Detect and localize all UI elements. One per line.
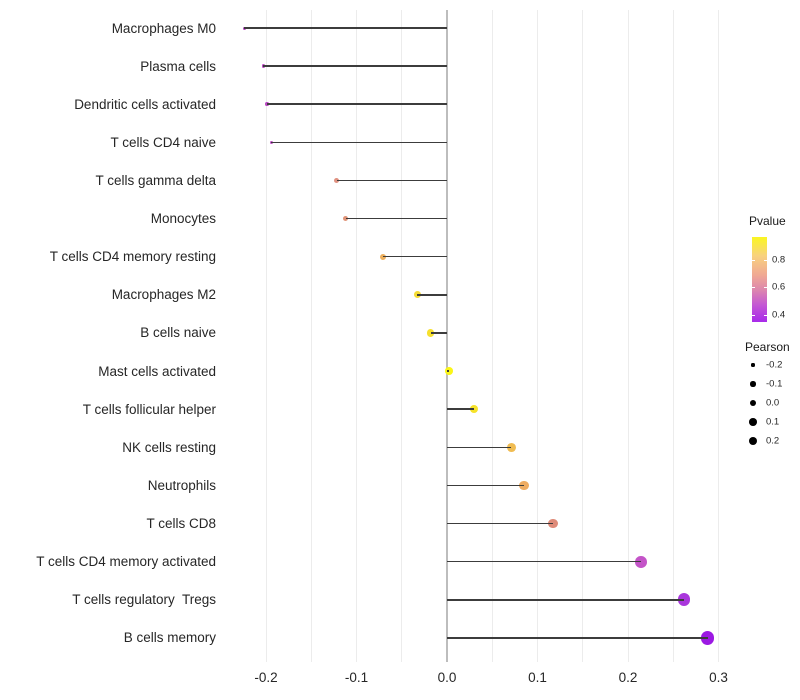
- lollipop-stem: [244, 27, 447, 29]
- pvalue-tick-label: 0.8: [772, 254, 786, 266]
- pearson-legend-label: 0.2: [766, 435, 780, 447]
- pvalue-colorbar-tick: [764, 314, 767, 316]
- x-tick-label: 0.0: [437, 670, 457, 685]
- pvalue-colorbar-tick: [752, 287, 755, 289]
- lollipop-point: [379, 253, 386, 260]
- pvalue-colorbar-tick: [752, 260, 755, 262]
- lollipop-point: [427, 329, 435, 337]
- lollipop-point: [547, 518, 558, 529]
- y-axis-label: Plasma cells: [140, 58, 216, 74]
- y-axis-label: T cells CD4 memory resting: [49, 249, 216, 265]
- gridline: [310, 10, 312, 662]
- lollipop-point: [701, 631, 715, 645]
- pearson-legend-dot: [751, 363, 755, 367]
- y-axis-label: T cells CD4 memory activated: [36, 554, 216, 570]
- y-axis-label: T cells follicular helper: [82, 401, 216, 417]
- lollipop-point: [445, 367, 453, 375]
- pvalue-colorbar-tick: [752, 314, 755, 316]
- pearson-legend-title: Pearson: [745, 340, 790, 354]
- y-axis-label: Dendritic cells activated: [74, 96, 216, 112]
- gridline: [718, 10, 719, 662]
- lollipop-stem: [447, 484, 524, 487]
- y-axis-label: Monocytes: [150, 211, 216, 227]
- lollipop-stem: [271, 141, 447, 144]
- x-tick-label: 0.1: [528, 670, 547, 685]
- gridline: [627, 10, 629, 662]
- pvalue-colorbar: [752, 237, 767, 322]
- pearson-legend-label: -0.1: [766, 378, 783, 390]
- y-axis-label: B cells memory: [123, 630, 216, 646]
- pearson-legend-dot: [749, 418, 757, 426]
- pvalue-tick-label: 0.6: [772, 281, 786, 293]
- lollipop-stem: [263, 65, 447, 67]
- lollipop-stem: [430, 332, 447, 334]
- gridline: [401, 10, 403, 662]
- zero-axis-line: [446, 10, 448, 662]
- lollipop-point: [677, 593, 691, 607]
- x-tick-label: -0.2: [254, 670, 278, 685]
- pearson-legend-label: 0.0: [766, 397, 780, 409]
- lollipop-point: [261, 64, 265, 68]
- lollipop-point: [470, 405, 479, 414]
- y-axis-label: T cells CD8: [146, 516, 216, 532]
- y-axis-label: T cells gamma delta: [95, 172, 216, 188]
- y-axis-label: B cells naive: [140, 325, 216, 341]
- y-axis-label: Macrophages M2: [111, 287, 216, 303]
- y-axis-label: Macrophages M0: [111, 20, 216, 36]
- lollipop-stem: [447, 408, 475, 410]
- lollipop-stem: [336, 179, 447, 182]
- pvalue-colorbar-tick: [764, 287, 767, 289]
- y-axis-label: T cells CD4 naive: [110, 134, 216, 150]
- x-tick-label: -0.1: [344, 670, 369, 685]
- lollipop-stem: [447, 637, 708, 639]
- gridline: [672, 10, 674, 662]
- lollipop-stem: [447, 522, 553, 525]
- gridline: [537, 10, 538, 662]
- lollipop-stem: [447, 446, 512, 449]
- pearson-legend-dot: [749, 399, 757, 407]
- lollipop-stem: [417, 294, 447, 296]
- lollipop-point: [634, 555, 647, 568]
- pvalue-legend-title: Pvalue: [749, 214, 786, 228]
- lollipop-stem: [345, 217, 447, 220]
- lollipop-stem: [382, 255, 447, 258]
- y-axis-label: Neutrophils: [147, 477, 216, 493]
- pearson-legend-label: -0.2: [766, 359, 783, 371]
- y-axis-label: T cells regulatory Tregs: [72, 592, 216, 608]
- gridline: [356, 10, 357, 662]
- x-tick-label: 0.3: [709, 670, 728, 685]
- pearson-legend-dot: [748, 436, 758, 446]
- gridline: [265, 10, 267, 662]
- lollipop-stem: [447, 599, 685, 601]
- y-axis-label: NK cells resting: [122, 439, 216, 455]
- x-tick-label: 0.2: [618, 670, 638, 685]
- y-axis-label: Mast cells activated: [98, 363, 216, 379]
- pearson-legend-dot: [750, 381, 756, 387]
- gridline: [491, 10, 493, 662]
- lollipop-stem: [266, 103, 447, 105]
- pearson-legend-label: 0.1: [766, 416, 780, 428]
- pvalue-colorbar-tick: [764, 260, 767, 262]
- pvalue-tick-label: 0.4: [772, 308, 786, 320]
- gridline: [582, 10, 584, 662]
- lollipop-stem: [447, 560, 641, 563]
- lollipop-stem: [447, 370, 449, 372]
